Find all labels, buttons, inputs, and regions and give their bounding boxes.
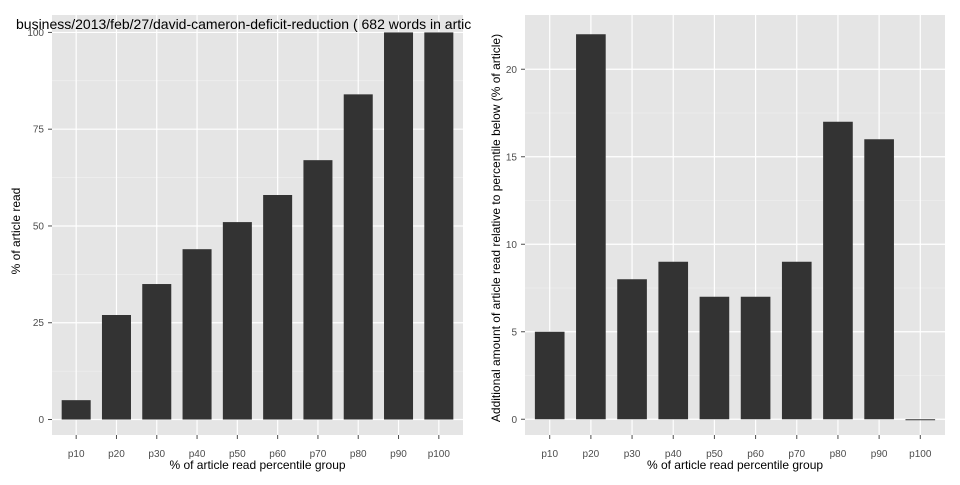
y-tick-label: 15 — [506, 152, 518, 163]
bar-p20 — [576, 34, 606, 420]
y-tick-label: 0 — [38, 415, 44, 426]
bar-p70 — [781, 261, 812, 420]
bar-p40 — [658, 261, 689, 420]
chart-title-left: business/2013/feb/27/david-cameron-defic… — [16, 16, 471, 32]
x-tick-label: p90 — [871, 449, 888, 460]
x-axis-title-left: % of article read percentile group — [169, 458, 345, 472]
x-tick-label: p60 — [747, 449, 764, 460]
x-tick-label: p100 — [428, 449, 451, 460]
y-tick-label: 25 — [33, 318, 45, 329]
y-axis-ticks-left: 0 25 50 75 100 — [27, 28, 52, 426]
x-tick-label: p50 — [706, 449, 723, 460]
bar-p30 — [617, 279, 647, 420]
bars-right — [534, 34, 936, 421]
bar-p90 — [384, 32, 414, 420]
bar-p90 — [864, 139, 894, 420]
x-axis-title-right: % of article read percentile group — [647, 458, 823, 472]
y-axis-title-left: % of article read — [9, 188, 23, 275]
x-tick-label: p100 — [909, 449, 932, 460]
x-tick-label: p50 — [229, 449, 246, 460]
x-axis-ticks-right: p10 p20 p30 p40 p50 p60 p70 p80 p90 p100 — [541, 435, 932, 460]
bar-p80 — [343, 94, 373, 420]
x-tick-label: p40 — [189, 449, 206, 460]
y-tick-label: 10 — [506, 240, 518, 251]
bar-p100 — [905, 419, 936, 421]
x-tick-label: p70 — [788, 449, 805, 460]
bar-p20 — [101, 315, 131, 420]
y-tick-label: 100 — [27, 28, 44, 39]
chart-right: 0 5 10 15 20 p10 p20 p30 p40 p50 p60 p70 p80 p90 p100… — [489, 15, 945, 472]
x-tick-label: p40 — [665, 449, 682, 460]
y-tick-label: 20 — [506, 65, 518, 76]
y-tick-label: 50 — [33, 221, 45, 232]
bar-p30 — [142, 284, 172, 420]
bar-p60 — [740, 296, 771, 420]
x-tick-label: p70 — [310, 449, 327, 460]
x-tick-label: p80 — [830, 449, 847, 460]
x-axis-ticks-left: p10 p20 p30 p40 p50 p60 p70 p80 p90 p100 — [68, 435, 451, 460]
bar-p60 — [263, 195, 293, 420]
bar-p10 — [534, 331, 565, 420]
x-tick-label: p80 — [350, 449, 367, 460]
y-tick-label: 5 — [511, 327, 517, 338]
bar-p40 — [182, 249, 212, 420]
x-tick-label: p60 — [269, 449, 286, 460]
bar-p50 — [699, 296, 730, 420]
x-tick-label: p90 — [390, 449, 407, 460]
bar-p80 — [823, 121, 853, 420]
x-tick-label: p30 — [624, 449, 641, 460]
bar-p70 — [303, 160, 333, 420]
x-tick-label: p10 — [68, 449, 85, 460]
bars-left — [61, 32, 454, 420]
y-axis-ticks-right: 0 5 10 15 20 — [506, 65, 525, 426]
x-tick-label: p20 — [583, 449, 600, 460]
y-axis-title-right: Additional amount of article read relati… — [489, 34, 503, 422]
x-tick-label: p10 — [541, 449, 558, 460]
y-tick-label: 75 — [33, 125, 45, 136]
bar-p100 — [424, 32, 454, 420]
bar-p50 — [222, 222, 252, 420]
bar-p10 — [61, 400, 91, 420]
x-tick-label: p30 — [148, 449, 165, 460]
y-tick-label: 0 — [511, 415, 517, 426]
x-tick-label: p20 — [108, 449, 125, 460]
